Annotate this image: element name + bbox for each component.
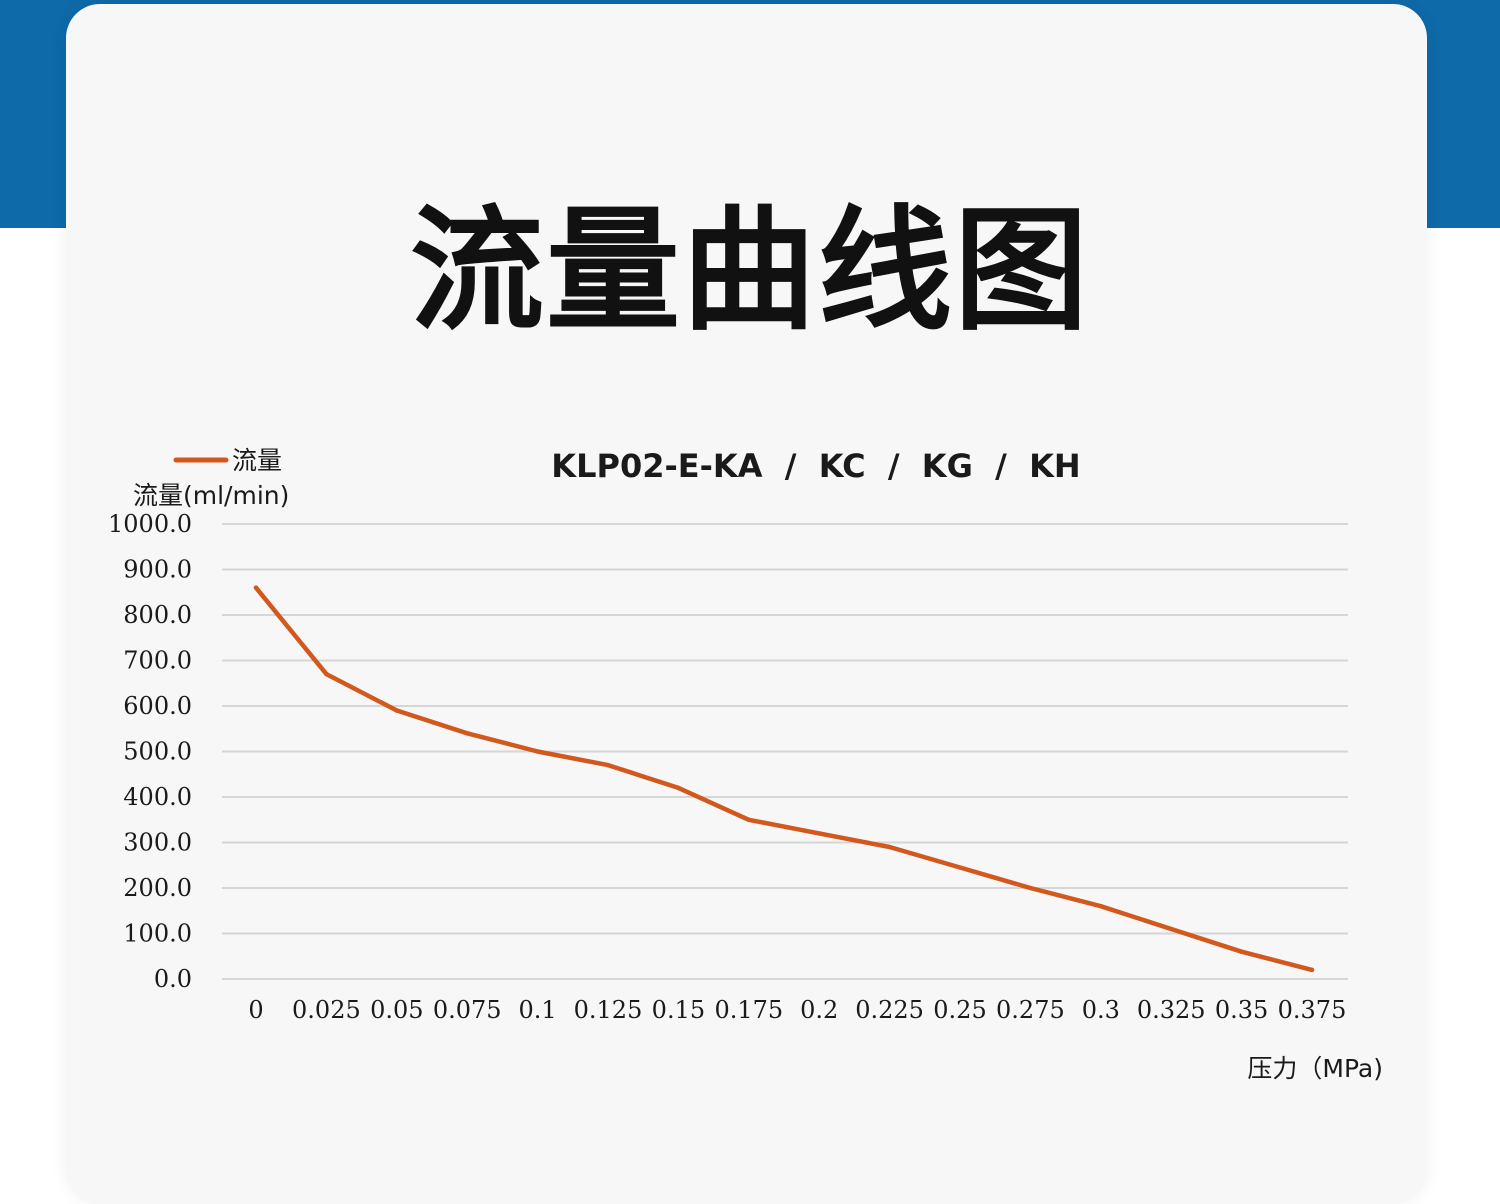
x-tick-label: 0 bbox=[248, 996, 263, 1024]
chart-title: KLP02-E-KA / KC / KG / KH bbox=[551, 447, 1080, 485]
chart-card bbox=[66, 4, 1427, 1204]
x-tick-label: 0.25 bbox=[933, 996, 986, 1024]
legend-label: 流量 bbox=[232, 446, 282, 475]
y-tick-label: 1000.0 bbox=[108, 510, 192, 538]
x-tick-label: 0.175 bbox=[714, 996, 783, 1024]
y-tick-label: 200.0 bbox=[123, 874, 192, 902]
x-tick-label: 0.15 bbox=[652, 996, 705, 1024]
data-point bbox=[394, 708, 399, 713]
series-line-flow bbox=[253, 585, 1315, 973]
x-tick-label: 0.35 bbox=[1215, 996, 1268, 1024]
data-point bbox=[887, 844, 892, 850]
y-tick-label: 900.0 bbox=[123, 556, 192, 584]
page-title: 流量曲线图 bbox=[409, 193, 1090, 349]
data-point bbox=[605, 762, 611, 768]
x-tick-label: 0.375 bbox=[1278, 996, 1347, 1024]
x-tick-label: 0.125 bbox=[574, 996, 643, 1024]
x-tick-label: 0.2 bbox=[800, 996, 838, 1024]
data-point bbox=[465, 731, 470, 736]
data-point bbox=[1169, 926, 1174, 932]
x-tick-label: 0.3 bbox=[1082, 996, 1120, 1024]
y-tick-label: 600.0 bbox=[123, 692, 192, 720]
data-point bbox=[746, 817, 751, 822]
x-tick-label: 0.025 bbox=[292, 996, 361, 1024]
y-axis-label: 流量(ml/min) bbox=[133, 481, 289, 510]
data-point bbox=[1028, 885, 1033, 891]
data-point bbox=[253, 585, 259, 590]
data-point bbox=[817, 831, 822, 836]
y-tick-label: 700.0 bbox=[123, 647, 192, 675]
x-tick-label: 0.075 bbox=[433, 996, 502, 1024]
y-tick-label: 500.0 bbox=[123, 738, 192, 766]
x-tick-label: 0.05 bbox=[370, 996, 423, 1024]
x-tick-label: 0.325 bbox=[1137, 996, 1206, 1024]
y-tick-label: 0.0 bbox=[154, 965, 192, 993]
y-tick-label: 100.0 bbox=[123, 920, 192, 948]
x-tick-label: 0.225 bbox=[855, 996, 924, 1024]
y-tick-label: 400.0 bbox=[123, 783, 192, 811]
x-tick-label: 0.1 bbox=[519, 996, 557, 1024]
data-point bbox=[676, 785, 681, 791]
y-tick-label: 800.0 bbox=[123, 601, 192, 629]
data-point bbox=[1098, 904, 1104, 909]
x-axis-label: 压力（MPa) bbox=[1247, 1054, 1383, 1083]
x-axis-ticks: 0 0.025 0.05 0.075 0.1 0.125 0.15 0.175 0.2 0.225… bbox=[248, 996, 1346, 1024]
grid-lines bbox=[222, 523, 1348, 980]
y-tick-label: 300.0 bbox=[123, 829, 192, 857]
data-point bbox=[1309, 967, 1315, 973]
y-axis-ticks: 0.0 100.0 200.0 300.0 400.0 500.0 600.0 700.0 80… bbox=[108, 510, 192, 993]
data-point bbox=[535, 749, 540, 754]
data-point bbox=[957, 865, 963, 870]
data-point bbox=[1239, 949, 1244, 954]
x-tick-label: 0.275 bbox=[996, 996, 1065, 1024]
data-point bbox=[324, 671, 329, 677]
series-points bbox=[253, 585, 1315, 973]
